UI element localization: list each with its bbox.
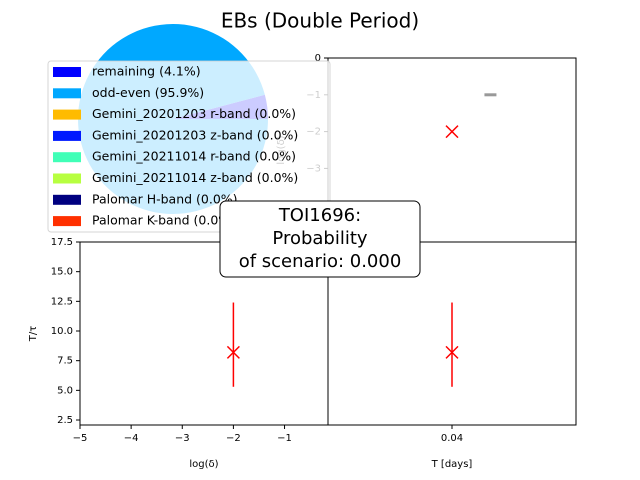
point <box>445 345 459 359</box>
legend-label: Gemini_20211014 z-band (0.0%) <box>92 170 298 185</box>
y-tick-label: 15.0 <box>51 267 73 278</box>
x-axis-label: T [days] <box>431 459 473 470</box>
annotation-line: of scenario: 0.000 <box>239 251 402 272</box>
x-axis-label: log(δ) <box>189 459 218 470</box>
annotation-line: Probability <box>272 228 367 249</box>
y-tick-label: 5.0 <box>57 385 73 396</box>
figure-title: EBs (Double Period) <box>221 9 419 33</box>
annotation-box <box>219 200 421 278</box>
x-tick-label: −4 <box>124 433 139 444</box>
x-tick-label: 0.04 <box>441 433 463 444</box>
legend-swatch <box>53 194 81 205</box>
legend-swatch <box>53 88 81 99</box>
annotation-line: TOI1696: <box>278 205 361 226</box>
y-tick-label: 17.5 <box>51 237 73 248</box>
legend-frame <box>47 60 331 233</box>
y-tick-label: 10.0 <box>51 326 73 337</box>
legend-label: Palomar K-band (0.0%) <box>92 213 235 228</box>
y-tick-label: 2.5 <box>57 415 73 426</box>
legend-swatch <box>53 67 81 77</box>
legend-swatch <box>53 216 81 227</box>
legend-swatch <box>53 173 81 184</box>
legend-label: Gemini_20201203 r-band (0.0%) <box>92 106 296 121</box>
legend-label: odd-even (95.9%) <box>92 85 204 100</box>
x-tick-label: −1 <box>277 433 292 444</box>
x-tick-label: −5 <box>73 433 88 444</box>
point <box>226 345 240 359</box>
y-tick-label: 12.5 <box>51 296 73 307</box>
legend-swatch <box>53 152 81 163</box>
legend-label: Gemini_20211014 r-band (0.0%) <box>92 149 296 164</box>
y-axis-label: T/τ <box>28 326 39 343</box>
legend-label: Gemini_20201203 z-band (0.0%) <box>92 127 298 142</box>
y-tick-label: 0 <box>315 53 321 64</box>
point <box>445 125 459 139</box>
legend-label: remaining (4.1%) <box>92 64 201 79</box>
x-tick-label: −3 <box>175 433 190 444</box>
x-tick-label: −2 <box>226 433 241 444</box>
y-tick-label: 7.5 <box>57 356 73 367</box>
legend-label: Palomar H-band (0.0%) <box>92 191 238 206</box>
legend: remaining (4.1%) odd-even (95.9%) Gemini_2… <box>47 60 331 233</box>
legend-swatch <box>53 130 81 141</box>
legend-swatch <box>53 109 81 120</box>
